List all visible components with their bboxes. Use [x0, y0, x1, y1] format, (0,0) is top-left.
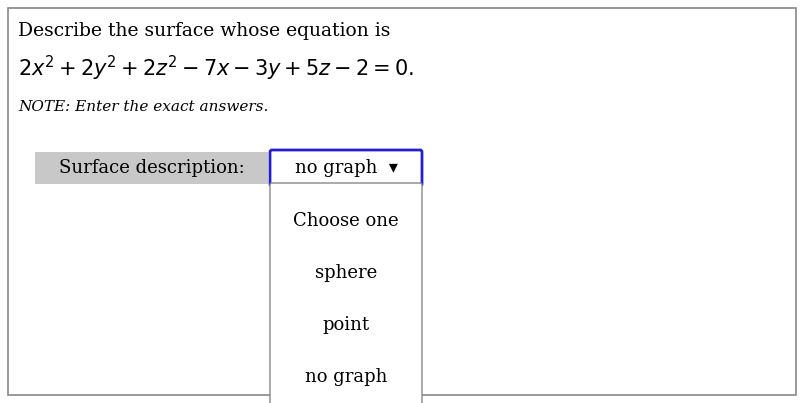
Text: no graph: no graph: [304, 368, 387, 386]
FancyBboxPatch shape: [270, 183, 422, 403]
Text: NOTE: Enter the exact answers.: NOTE: Enter the exact answers.: [18, 100, 268, 114]
Text: Describe the surface whose equation is: Describe the surface whose equation is: [18, 22, 390, 40]
Text: sphere: sphere: [315, 264, 377, 282]
Text: Choose one: Choose one: [293, 212, 398, 230]
FancyBboxPatch shape: [35, 152, 267, 184]
Text: point: point: [322, 316, 369, 334]
FancyBboxPatch shape: [270, 150, 422, 186]
Text: Surface description:: Surface description:: [59, 159, 244, 177]
Text: $2x^2 + 2y^2 + 2z^2 - 7x - 3y + 5z - 2 = 0.$: $2x^2 + 2y^2 + 2z^2 - 7x - 3y + 5z - 2 =…: [18, 54, 414, 83]
Text: no graph  ▾: no graph ▾: [294, 159, 397, 177]
